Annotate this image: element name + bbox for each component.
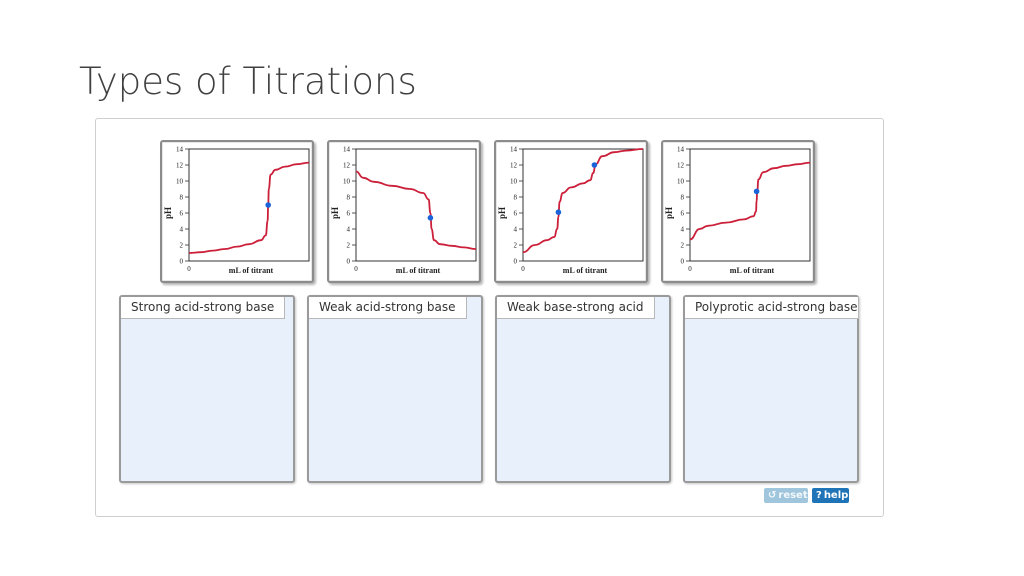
titration-curve (188, 161, 310, 254)
y-tick-label: 12 (677, 162, 685, 170)
titration-graph-4: 14 12 10 8 6 4 2 00 mL of titrant pH (664, 146, 811, 275)
y-tick-label: 4 (514, 226, 518, 234)
y-axis-label: pH (163, 207, 173, 219)
y-tick-label: 12 (510, 162, 518, 170)
y-tick-label: 14 (677, 146, 685, 154)
bin-label: Weak acid-strong base (309, 297, 467, 319)
y-axis-label: pH (330, 207, 340, 219)
graph-card-3[interactable]: 14 12 10 8 6 4 2 0 0 mL of titrant pH (494, 140, 648, 283)
reset-label: reset (778, 490, 808, 501)
page-title: Types of Titrations (79, 60, 417, 103)
y-tick-label: 2 (180, 242, 184, 250)
bin-label: Weak base-strong acid (497, 297, 655, 319)
x-zero-label: 0 (688, 265, 692, 273)
y-tick-label: 8 (514, 194, 518, 202)
sorting-activity: 14 12 10 8 6 4 2 0 0 mL of titrant pH 14 12 10 8 6 4 2 0 0… (95, 118, 884, 517)
reset-icon: ↺ (768, 490, 777, 501)
bin-label: Strong acid-strong base (121, 297, 286, 319)
y-tick-label: 6 (180, 210, 184, 218)
y-tick-label: 10 (343, 178, 351, 186)
y-tick-label: 0 (347, 258, 351, 266)
y-tick-label: 10 (176, 178, 184, 186)
y-tick-label: 0 (514, 258, 518, 266)
x-axis-label: mL of titrant (229, 266, 274, 275)
titration-curve (355, 170, 477, 250)
drop-bin-weak-base-strong-acid[interactable]: Weak base-strong acid (495, 295, 671, 483)
question-mark-icon: ? (816, 490, 822, 501)
help-button[interactable]: ? help (812, 488, 849, 503)
y-tick-label: 14 (510, 146, 518, 154)
y-tick-label: 10 (510, 178, 518, 186)
equivalence-point-marker (265, 202, 271, 208)
x-zero-label: 0 (521, 265, 525, 273)
x-axis-label: mL of titrant (730, 266, 775, 275)
y-tick-label: 8 (347, 194, 351, 202)
titration-curve (689, 161, 811, 241)
y-tick-label: 6 (347, 210, 351, 218)
y-tick-label: 4 (347, 226, 351, 234)
y-tick-label: 14 (176, 146, 184, 154)
plot-frame (689, 148, 811, 262)
titration-graph-3: 14 12 10 8 6 4 2 00 mL of titrant pH (497, 146, 644, 275)
x-axis-label: mL of titrant (563, 266, 608, 275)
y-tick-label: 14 (343, 146, 351, 154)
y-tick-label: 12 (176, 162, 184, 170)
plot-frame (522, 148, 644, 262)
y-tick-label: 2 (514, 242, 518, 250)
y-tick-label: 2 (681, 242, 685, 250)
graph-card-1[interactable]: 14 12 10 8 6 4 2 0 0 mL of titrant pH (160, 140, 314, 283)
x-zero-label: 0 (187, 265, 191, 273)
y-tick-label: 0 (180, 258, 184, 266)
y-tick-label: 4 (681, 226, 685, 234)
x-zero-label: 0 (354, 265, 358, 273)
bin-label: Polyprotic acid-strong base (685, 297, 859, 319)
y-axis-label: pH (497, 207, 507, 219)
graph-card-4[interactable]: 14 12 10 8 6 4 2 0 0 mL of titrant pH (661, 140, 815, 283)
x-axis-label: mL of titrant (396, 266, 441, 275)
titration-curve (522, 148, 644, 254)
equivalence-point-marker (753, 188, 760, 195)
equivalence-point-marker (555, 209, 562, 215)
y-tick-label: 6 (681, 210, 685, 218)
drop-bin-strong-acid-strong-base[interactable]: Strong acid-strong base (119, 295, 295, 483)
y-tick-label: 4 (180, 226, 184, 234)
y-tick-label: 6 (514, 210, 518, 218)
equivalence-point-marker (427, 215, 434, 221)
plot-frame (355, 148, 477, 262)
plot-frame (188, 148, 310, 262)
y-tick-label: 2 (347, 242, 351, 250)
graph-card-2[interactable]: 14 12 10 8 6 4 2 0 0 mL of titrant pH (327, 140, 481, 283)
y-axis-label: pH (664, 207, 674, 219)
y-tick-label: 10 (677, 178, 685, 186)
drop-bin-polyprotic-acid-strong-base[interactable]: Polyprotic acid-strong base (683, 295, 859, 483)
drop-bin-weak-acid-strong-base[interactable]: Weak acid-strong base (307, 295, 483, 483)
y-tick-label: 12 (343, 162, 351, 170)
reset-button[interactable]: ↺ reset (764, 488, 808, 503)
y-tick-label: 8 (681, 194, 685, 202)
y-tick-label: 0 (681, 258, 685, 266)
help-label: help (823, 490, 849, 501)
titration-graph-1: 14 12 10 8 6 4 2 00 mL of titrant pH (163, 146, 310, 275)
y-tick-label: 8 (180, 194, 184, 202)
equivalence-point-marker (591, 162, 598, 168)
titration-graph-2: 14 12 10 8 6 4 2 00 mL of titrant pH (330, 146, 477, 275)
